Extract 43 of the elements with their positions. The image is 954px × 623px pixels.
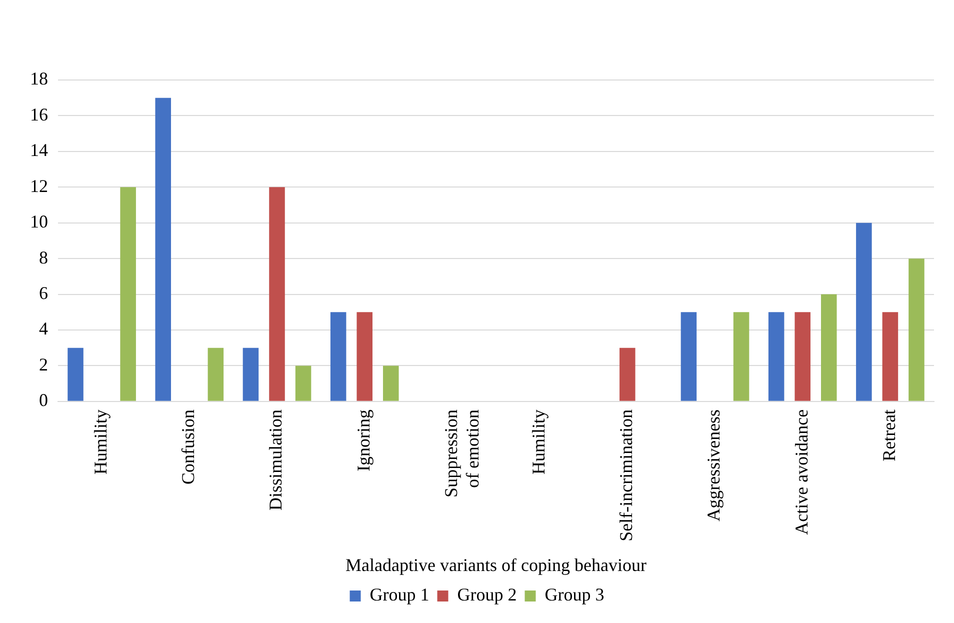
bar	[295, 366, 312, 401]
bar	[768, 312, 784, 401]
bar	[269, 187, 285, 401]
x-tick-label: Humility	[528, 409, 549, 474]
bar	[382, 366, 399, 401]
bar	[680, 312, 697, 401]
bar	[356, 312, 372, 401]
bar	[882, 312, 898, 401]
bar	[620, 348, 636, 401]
y-tick-label: 14	[30, 140, 48, 160]
bar	[120, 187, 136, 401]
bar	[794, 312, 810, 401]
bar	[856, 222, 872, 401]
x-axis-title: Maladaptive variants of coping behaviour	[346, 554, 646, 575]
bar	[68, 348, 84, 401]
bar	[155, 98, 172, 401]
y-tick-label: 6	[39, 283, 48, 304]
legend-label: Group 1	[370, 584, 430, 605]
y-tick-label: 18	[30, 68, 48, 89]
y-tick-label: 0	[39, 390, 48, 410]
y-tick-label: 12	[30, 176, 48, 196]
x-tick-label: Ignoring	[353, 409, 374, 472]
x-tick-label: Self-incrimination	[616, 409, 636, 542]
y-tick-label: 4	[39, 318, 48, 339]
bar	[733, 312, 750, 401]
bar	[908, 258, 924, 401]
legend-label: Group 3	[544, 584, 604, 605]
y-tick-label: 16	[30, 104, 48, 124]
x-tick-label: Humility	[90, 409, 111, 474]
x-tick-label: Aggressiveness	[704, 409, 724, 522]
y-tick-label: 8	[39, 247, 48, 268]
x-tick-label: Confusion	[178, 409, 198, 484]
legend-label: Group 2	[457, 584, 517, 605]
bar	[330, 312, 346, 401]
y-tick-label: 2	[39, 354, 48, 374]
x-tick-label: Suppression of emotion	[440, 409, 483, 498]
bar	[820, 294, 837, 401]
bar	[208, 348, 224, 401]
x-tick-label: Dissimulation	[266, 409, 286, 510]
bar	[242, 348, 259, 401]
x-tick-label: Active avoidance	[791, 409, 812, 535]
x-tick-label: Retreat	[878, 409, 899, 462]
y-tick-label: 10	[30, 212, 48, 232]
